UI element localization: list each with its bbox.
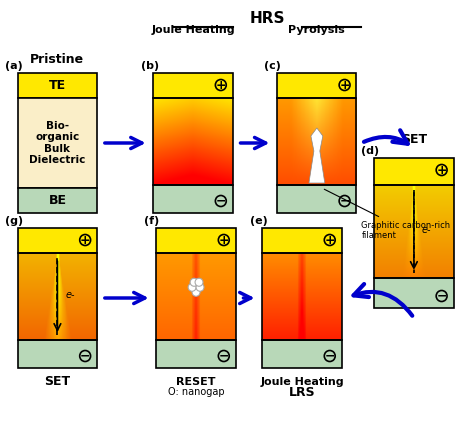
Text: +: + bbox=[324, 233, 335, 247]
Text: e-: e- bbox=[65, 290, 75, 300]
Circle shape bbox=[339, 195, 350, 206]
Bar bbox=[374, 158, 454, 185]
Bar bbox=[277, 98, 356, 185]
Text: (e): (e) bbox=[249, 216, 267, 226]
Circle shape bbox=[192, 288, 200, 296]
FancyBboxPatch shape bbox=[18, 73, 97, 98]
Circle shape bbox=[196, 283, 204, 291]
Circle shape bbox=[219, 351, 229, 362]
Text: +: + bbox=[436, 164, 447, 176]
Text: Pristine: Pristine bbox=[30, 53, 84, 66]
Text: Joule Heating: Joule Heating bbox=[260, 377, 344, 387]
Text: LRS: LRS bbox=[289, 386, 315, 399]
Text: e-: e- bbox=[422, 225, 431, 235]
Bar bbox=[156, 228, 236, 253]
Bar bbox=[154, 73, 233, 98]
Circle shape bbox=[436, 291, 447, 302]
Circle shape bbox=[324, 351, 335, 362]
Text: TE: TE bbox=[49, 79, 66, 92]
Circle shape bbox=[190, 278, 198, 286]
Text: −: − bbox=[437, 289, 447, 302]
Bar bbox=[154, 98, 233, 185]
Text: (b): (b) bbox=[141, 61, 159, 71]
Text: (g): (g) bbox=[5, 216, 23, 226]
Polygon shape bbox=[309, 128, 325, 183]
Circle shape bbox=[80, 234, 91, 245]
Circle shape bbox=[436, 165, 447, 176]
Text: Bio-
organic
Bulk
Dielectric: Bio- organic Bulk Dielectric bbox=[29, 121, 86, 165]
Text: (c): (c) bbox=[264, 61, 281, 71]
Text: RESET: RESET bbox=[176, 377, 216, 387]
Bar bbox=[154, 185, 233, 213]
Bar bbox=[263, 228, 342, 253]
Text: (f): (f) bbox=[144, 216, 159, 226]
Bar bbox=[156, 340, 236, 368]
Bar bbox=[18, 253, 97, 340]
Circle shape bbox=[188, 283, 196, 291]
Bar bbox=[18, 228, 97, 253]
Text: −: − bbox=[339, 195, 350, 208]
Text: SET: SET bbox=[45, 375, 71, 388]
Circle shape bbox=[219, 234, 229, 245]
Text: HRS: HRS bbox=[250, 11, 285, 26]
Text: Joule Heating: Joule Heating bbox=[151, 25, 235, 35]
Bar bbox=[374, 185, 454, 278]
Text: (d): (d) bbox=[361, 146, 380, 156]
Text: SET: SET bbox=[401, 133, 427, 146]
Circle shape bbox=[195, 278, 203, 286]
Text: Pyrolysis: Pyrolysis bbox=[289, 25, 345, 35]
Text: −: − bbox=[219, 349, 229, 363]
Bar bbox=[277, 73, 356, 98]
Text: (a): (a) bbox=[5, 61, 23, 71]
Text: +: + bbox=[219, 233, 229, 247]
Text: +: + bbox=[216, 79, 226, 91]
Circle shape bbox=[324, 234, 335, 245]
Bar bbox=[374, 278, 454, 308]
Text: −: − bbox=[80, 349, 91, 363]
Text: Graphitic carbon-rich
filament: Graphitic carbon-rich filament bbox=[324, 189, 451, 240]
Text: O: nanogap: O: nanogap bbox=[168, 387, 224, 397]
Circle shape bbox=[215, 195, 226, 206]
Bar bbox=[263, 253, 342, 340]
Bar bbox=[277, 185, 356, 213]
Circle shape bbox=[339, 80, 350, 91]
Text: −: − bbox=[325, 349, 335, 363]
Bar bbox=[18, 340, 97, 368]
Text: +: + bbox=[339, 79, 350, 91]
Text: +: + bbox=[80, 233, 91, 247]
FancyBboxPatch shape bbox=[18, 98, 97, 188]
Text: −: − bbox=[216, 195, 226, 208]
Bar bbox=[156, 253, 236, 340]
Circle shape bbox=[215, 80, 226, 91]
FancyBboxPatch shape bbox=[18, 188, 97, 213]
Bar bbox=[263, 340, 342, 368]
Text: BE: BE bbox=[48, 194, 66, 207]
Circle shape bbox=[80, 351, 91, 362]
